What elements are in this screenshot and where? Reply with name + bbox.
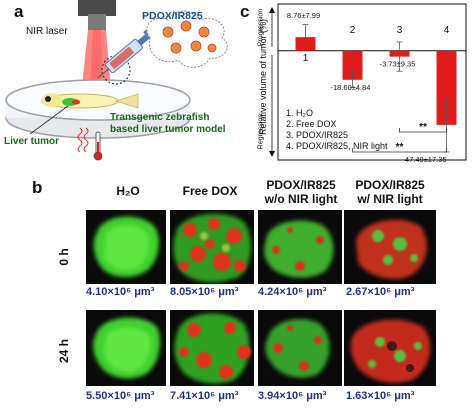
- micrograph-pdox-light-0h: [344, 210, 436, 284]
- panel-a-illustration: [5, 0, 228, 161]
- bar: [342, 50, 363, 80]
- legend-item: 4. PDOX/IR825, NIR light: [286, 141, 388, 151]
- thermometer-icon: [93, 131, 103, 161]
- heat-wave-icon: [77, 127, 83, 153]
- micrograph-pdox-light-24h: [344, 310, 436, 386]
- liver-tumor-label: Liver tumor: [4, 136, 60, 147]
- bar: [436, 50, 457, 125]
- significance-label: **: [396, 142, 404, 153]
- category-label: 1: [303, 53, 309, 64]
- nanoparticle-cloud: [146, 10, 228, 68]
- volume-label: 8.05×10⁶ μm³: [170, 286, 239, 298]
- panel-c-letter: c: [240, 2, 250, 21]
- legend-item: 2. Free DOX: [286, 119, 337, 129]
- legend-item: 3. PDOX/IR825: [286, 130, 349, 140]
- micrograph-pdox-no-light-0h: [258, 210, 342, 284]
- laser-nozzle: [88, 14, 106, 30]
- progression-arrowhead: [269, 7, 275, 13]
- model-label: Transgenic zebrafish based liver tumor m…: [110, 112, 226, 135]
- nir-laser-label: NIR laser: [26, 26, 68, 37]
- plot-frame: [277, 3, 467, 161]
- significance-bracket: [399, 128, 447, 133]
- panel-a: a: [0, 0, 240, 168]
- chart-ylabel-regression: Regression: [257, 113, 265, 150]
- volume-label: 3.94×10⁶ μm³: [258, 390, 327, 402]
- volume-label: 4.10×10⁶ μm³: [86, 286, 155, 298]
- micrograph-h2o-24h: [86, 310, 166, 386]
- column-header-h2o: H₂O: [116, 184, 140, 198]
- bar-chart: 1 8.76±7.99 2 -18.60±4.84 3 -3.73±9.35 4 -47.49…: [269, 3, 467, 164]
- syringe-icon: [97, 29, 154, 79]
- laser-head: [78, 0, 116, 16]
- nanoparticles: [162, 20, 217, 54]
- micrograph-free-dox-24h: [170, 310, 254, 386]
- panel-a-letter: a: [14, 2, 24, 21]
- column-header-pdox-light: PDOX/IR825 w/ NIR light: [355, 178, 425, 206]
- panel-c: c 1 8.76±7.99 2 -18.60±4.84 3 -3.73±9.35 4 -47.…: [240, 0, 474, 168]
- micrograph-free-dox-0h: [170, 210, 254, 284]
- volume-label: 1.63×10⁶ μm³: [346, 390, 415, 402]
- value-label: 8.76±7.99: [287, 11, 320, 20]
- value-label: -3.73±9.35: [380, 60, 416, 69]
- category-label: 3: [397, 25, 403, 36]
- value-label: -18.60±4.84: [331, 83, 371, 92]
- value-label: -47.49±17.35: [402, 155, 446, 164]
- micrograph-pdox-no-light-24h: [258, 310, 342, 386]
- significance-bracket: [352, 148, 447, 153]
- category-label: 2: [350, 25, 356, 36]
- volume-label: 5.50×10⁶ μm³: [86, 390, 155, 402]
- chart-ylabel-progression: Progression: [257, 8, 265, 47]
- micrograph-grid: [86, 210, 436, 386]
- significance-label: **: [419, 122, 427, 133]
- column-header-pdox-no-light: PDOX/IR825 w/o NIR light: [264, 178, 338, 206]
- chart-legend: 1. H₂O 2. Free DOX 3. PDOX/IR825 4. PDOX…: [286, 108, 388, 152]
- drug-label: PDOX/IR825: [142, 10, 203, 22]
- micrograph-h2o-0h: [86, 210, 166, 284]
- panel-b-letter: b: [32, 178, 43, 197]
- panel-b: b H₂O Free DOX PDOX/IR825 w/o NIR light …: [0, 170, 474, 412]
- volume-label: 2.67×10⁶ μm³: [346, 286, 415, 298]
- category-label: 4: [444, 25, 450, 36]
- regression-arrowhead: [269, 151, 275, 157]
- legend-item: 1. H₂O: [286, 108, 313, 118]
- volume-label: 4.24×10⁶ μm³: [258, 286, 327, 298]
- column-header-free-dox: Free DOX: [182, 184, 238, 198]
- volume-label: 7.41×10⁶ μm³: [170, 390, 239, 402]
